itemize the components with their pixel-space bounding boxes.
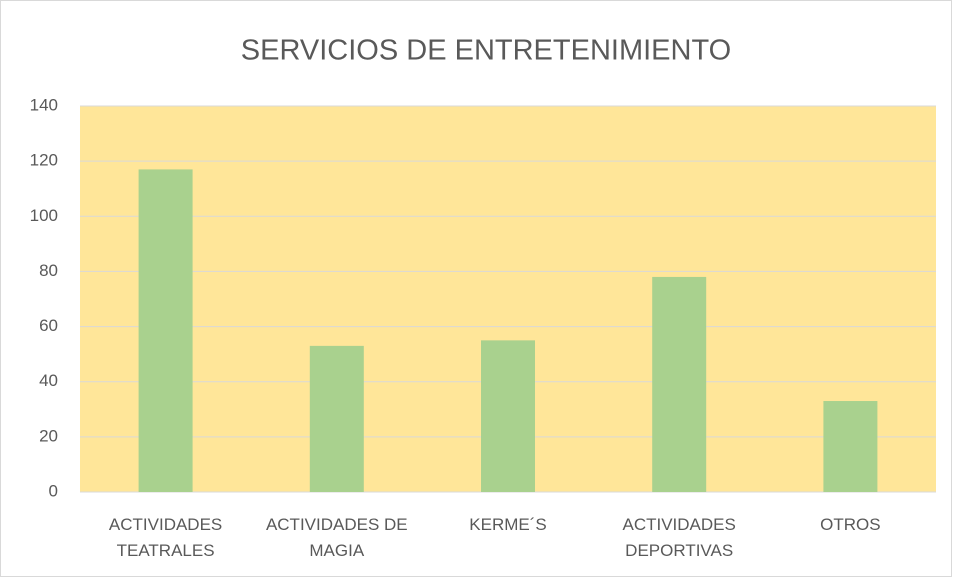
x-tick-label: KERME´S [469, 515, 547, 534]
y-tick-label: 0 [49, 481, 58, 500]
y-tick-label: 60 [39, 316, 58, 335]
bar [309, 345, 364, 492]
y-tick-label: 20 [39, 426, 58, 445]
y-tick-label: 40 [39, 371, 58, 390]
x-tick-label: ACTIVIDADES DEPORTIVAS [622, 515, 736, 560]
x-tick-label: ACTIVIDADES TEATRALES [108, 515, 223, 560]
y-tick-label: 100 [30, 206, 58, 225]
y-tick-label: 120 [30, 151, 58, 170]
y-tick-label: 140 [30, 95, 58, 114]
bar [652, 276, 707, 492]
x-tick-label: OTROS [820, 515, 881, 534]
y-tick-label: 80 [39, 261, 58, 280]
bar [481, 340, 535, 492]
chart-title: SERVICIOS DE ENTRETENIMIENTO [241, 35, 731, 67]
bar [138, 169, 193, 492]
bar [823, 401, 878, 492]
x-tick-label: ACTIVIDADES DE MAGIA [265, 515, 408, 560]
